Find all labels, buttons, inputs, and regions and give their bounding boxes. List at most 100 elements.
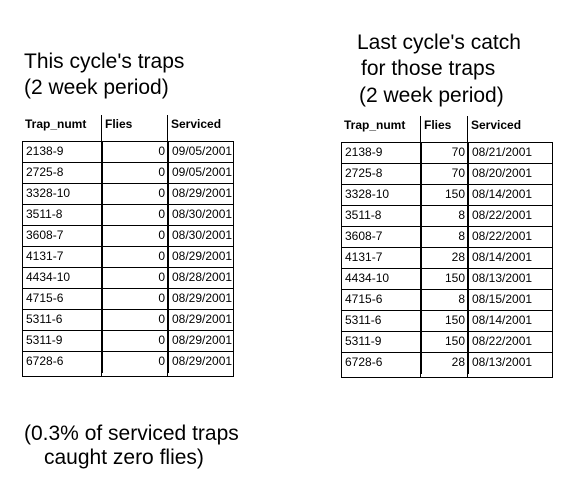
trap-number-cell: 3328-10 [26,186,71,200]
flies-cell: 70 [451,145,465,159]
serviced-date-cell: 08/29/2001 [172,186,233,200]
flies-cell: 28 [451,250,465,264]
trap-number-cell: 4131-7 [345,250,383,264]
flies-cell: 70 [451,166,465,180]
table-row: 4715-6 8 08/15/2001 [342,290,552,311]
trap-number-cell: 4434-10 [26,270,71,284]
trap-number-cell: 5311-6 [26,312,63,326]
table-row: 3608-7 0 08/30/2001 [23,226,233,247]
flies-cell: 28 [451,355,465,369]
trap-number-cell: 3511-8 [26,207,63,221]
right-col-serviced-header: Serviced [471,118,522,132]
right-title-line2: for those traps [361,57,496,80]
right-title-line3: (2 week period) [359,84,504,107]
table-row: 2138-9 70 08/21/2001 [342,143,552,164]
trap-number-cell: 4715-6 [26,291,64,305]
serviced-date-cell: 08/20/2001 [472,166,533,180]
right-col-trap-header: Trap_numt [344,118,406,132]
left-traps-table: Trap_numt Flies Serviced 2138-9 0 09/05/20… [22,115,234,377]
left-col-trap-header: Trap_numt [25,117,87,131]
serviced-date-cell: 08/22/2001 [472,229,533,243]
flies-cell: 150 [444,313,465,327]
serviced-date-cell: 08/28/2001 [172,270,233,284]
serviced-date-cell: 09/05/2001 [172,144,233,158]
trap-number-cell: 3328-10 [345,187,390,201]
flies-cell: 0 [158,354,165,368]
serviced-date-cell: 08/29/2001 [172,312,233,326]
flies-cell: 0 [158,312,165,326]
trap-number-cell: 5311-9 [26,333,63,347]
left-table-body: 2138-9 0 09/05/2001 2725-8 0 09/05/2001 3328-1… [22,141,234,377]
trap-number-cell: 2725-8 [345,166,383,180]
table-row: 5311-9 150 08/22/2001 [342,332,552,353]
table-row: 4715-6 0 08/29/2001 [23,289,233,310]
trap-number-cell: 2725-8 [26,165,64,179]
serviced-date-cell: 08/29/2001 [172,333,233,347]
right-col-flies-header: Flies [424,118,452,132]
serviced-date-cell: 08/29/2001 [172,291,233,305]
table-row: 2725-8 0 09/05/2001 [23,163,233,184]
trap-number-cell: 5311-9 [345,334,382,348]
trap-number-cell: 4715-6 [345,292,383,306]
trap-number-cell: 3608-7 [345,229,383,243]
table-row: 3511-8 8 08/22/2001 [342,206,552,227]
flies-cell: 8 [458,208,465,222]
trap-number-cell: 4131-7 [26,249,64,263]
flies-cell: 0 [158,228,165,242]
flies-cell: 0 [158,249,165,263]
trap-number-cell: 3511-8 [345,208,382,222]
trap-number-cell: 3608-7 [26,228,64,242]
serviced-date-cell: 09/05/2001 [172,165,233,179]
table-row: 3328-10 0 08/29/2001 [23,184,233,205]
flies-cell: 0 [158,333,165,347]
flies-cell: 150 [444,271,465,285]
flies-cell: 0 [158,207,165,221]
table-row: 5311-6 0 08/29/2001 [23,310,233,331]
table-row: 6728-6 28 08/13/2001 [342,353,552,374]
table-row: 4131-7 0 08/29/2001 [23,247,233,268]
trap-number-cell: 4434-10 [345,271,390,285]
serviced-date-cell: 08/29/2001 [172,354,233,368]
flies-cell: 8 [458,229,465,243]
serviced-date-cell: 08/13/2001 [472,355,533,369]
serviced-date-cell: 08/22/2001 [472,334,533,348]
table-row: 2138-9 0 09/05/2001 [23,142,233,163]
serviced-date-cell: 08/22/2001 [472,208,533,222]
trap-number-cell: 2138-9 [345,145,383,159]
table-row: 4434-10 150 08/13/2001 [342,269,552,290]
flies-cell: 0 [158,165,165,179]
table-row: 5311-9 0 08/29/2001 [23,331,233,352]
right-table-body: 2138-9 70 08/21/2001 2725-8 70 08/20/2001 3328… [341,142,553,378]
left-col-flies-header: Flies [105,117,133,131]
footer-note: (0.3% of serviced traps caught zero flie… [24,422,239,470]
flies-cell: 0 [158,186,165,200]
trap-number-cell: 2138-9 [26,144,64,158]
footer-line2: caught zero flies) [44,446,204,469]
left-title-line2: (2 week period) [24,76,169,99]
serviced-date-cell: 08/14/2001 [472,313,533,327]
flies-cell: 150 [444,187,465,201]
flies-cell: 8 [458,292,465,306]
serviced-date-cell: 08/14/2001 [472,250,533,264]
left-title-line1: This cycle's traps [24,50,185,73]
left-col-serviced-header: Serviced [171,117,222,131]
table-row: 3328-10 150 08/14/2001 [342,185,552,206]
trap-number-cell: 6728-6 [345,355,383,369]
table-row: 3511-8 0 08/30/2001 [23,205,233,226]
right-title-line1: Last cycle's catch [357,31,521,54]
table-row: 4131-7 28 08/14/2001 [342,248,552,269]
flies-cell: 0 [158,144,165,158]
serviced-date-cell: 08/30/2001 [172,207,233,221]
right-catch-table: Trap_numt Flies Serviced 2138-9 70 08/21/2… [341,116,553,378]
trap-number-cell: 6728-6 [26,354,64,368]
serviced-date-cell: 08/14/2001 [472,187,533,201]
serviced-date-cell: 08/13/2001 [472,271,533,285]
footer-line1: (0.3% of serviced traps [24,422,239,445]
flies-cell: 0 [158,291,165,305]
serviced-date-cell: 08/29/2001 [172,249,233,263]
table-row: 3608-7 8 08/22/2001 [342,227,552,248]
serviced-date-cell: 08/30/2001 [172,228,233,242]
table-row: 5311-6 150 08/14/2001 [342,311,552,332]
flies-cell: 0 [158,270,165,284]
table-row: 2725-8 70 08/20/2001 [342,164,552,185]
